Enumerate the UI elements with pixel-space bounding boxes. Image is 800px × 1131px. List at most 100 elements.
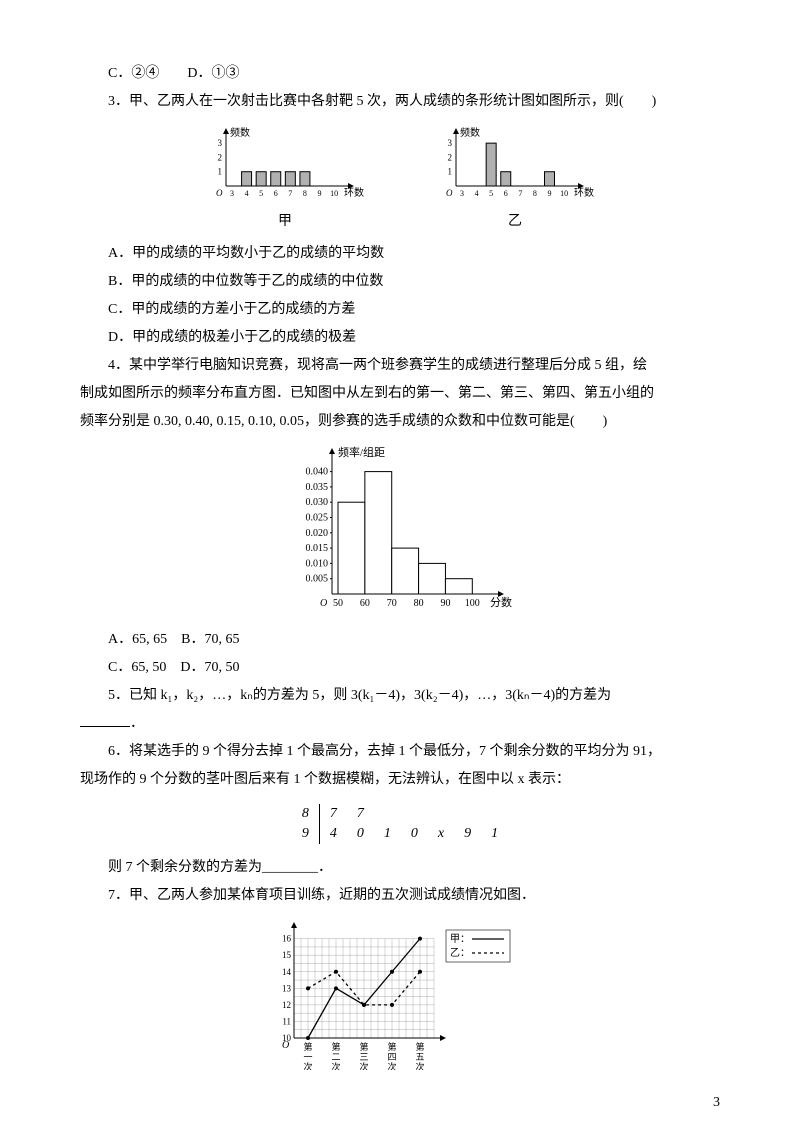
svg-text:0.030: 0.030 — [306, 497, 329, 508]
svg-text:次: 次 — [303, 1061, 312, 1070]
q7-linechart: 10111213141516第一次第二次第三次第四次第五次O甲：乙： — [80, 920, 720, 1070]
svg-text:第: 第 — [359, 1041, 368, 1052]
q3-label-yi: 乙 — [508, 210, 522, 230]
svg-text:50: 50 — [333, 598, 343, 609]
q3-stem: 3．甲、乙两人在一次射击比赛中各射靶 5 次，两人成绩的条形统计图如图所示，则(… — [80, 88, 720, 116]
q5-blank-line: ． — [80, 710, 720, 738]
svg-text:一: 一 — [303, 1052, 312, 1062]
q3-charts: 1 2 3 3 4 5 6 7 8 9 10 频数环数 O 甲 1 2 3 3 4 5 6 7 8 9 10 频数环数 O 乙 — [80, 126, 720, 230]
q3-d: D．甲的成绩的极差小于乙的成绩的极差 — [80, 324, 720, 352]
q6-tail: 则 7 个剩余分数的方差为________． — [80, 854, 720, 882]
svg-text:频数: 频数 — [460, 126, 480, 139]
q7-stem: 7．甲、乙两人参加某体育项目训练，近期的五次测试成绩情况如图． — [80, 882, 720, 910]
svg-text:5: 5 — [489, 189, 493, 198]
q4-a: A．65, 65 B．70, 65 — [80, 626, 720, 654]
svg-text:二: 二 — [331, 1052, 340, 1062]
histogram-chart: 0.005 0.010 0.015 0.020 0.025 0.030 0.035 0.040… — [280, 446, 520, 616]
svg-text:7: 7 — [288, 189, 292, 198]
svg-text:5: 5 — [259, 189, 263, 198]
q6-stem2: 现场作的 9 个分数的茎叶图后来有 1 个数据模糊，无法辨认，在图中以 x 表示… — [80, 766, 720, 794]
svg-text:甲：: 甲： — [450, 934, 470, 945]
svg-text:4: 4 — [475, 189, 479, 198]
svg-text:环数: 环数 — [344, 186, 364, 199]
q3-a: A．甲的成绩的平均数小于乙的成绩的平均数 — [80, 240, 720, 268]
svg-text:15: 15 — [282, 950, 292, 960]
svg-text:3: 3 — [230, 189, 234, 198]
q4-histogram: 0.005 0.010 0.015 0.020 0.025 0.030 0.035 0.040… — [80, 446, 720, 616]
svg-text:第: 第 — [415, 1041, 424, 1052]
svg-text:三: 三 — [359, 1052, 368, 1062]
svg-text:8: 8 — [533, 189, 537, 198]
q3-b: B．甲的成绩的中位数等于乙的成绩的中位数 — [80, 268, 720, 296]
q5-stem: 5．已知 k₁，k₂，…，kₙ的方差为 5，则 3(k₁－4)，3(k₂－4)，… — [80, 682, 720, 710]
svg-text:乙：: 乙： — [450, 947, 470, 959]
svg-text:第: 第 — [331, 1041, 340, 1052]
svg-text:80: 80 — [414, 598, 424, 609]
svg-text:环数: 环数 — [574, 186, 594, 199]
svg-text:1: 1 — [448, 167, 453, 177]
svg-text:五: 五 — [415, 1052, 424, 1062]
svg-text:6: 6 — [274, 189, 278, 198]
svg-text:10: 10 — [560, 189, 568, 198]
svg-text:7: 7 — [518, 189, 522, 198]
svg-text:次: 次 — [331, 1061, 340, 1070]
svg-text:12: 12 — [282, 1000, 291, 1010]
svg-text:O: O — [320, 598, 327, 609]
svg-text:次: 次 — [387, 1061, 396, 1070]
svg-text:6: 6 — [504, 189, 508, 198]
svg-text:70: 70 — [387, 598, 397, 609]
bar-chart-jia: 123345678910频数环数O — [200, 126, 370, 206]
svg-text:3: 3 — [448, 138, 453, 148]
svg-text:13: 13 — [282, 983, 292, 993]
svg-text:0.025: 0.025 — [306, 513, 329, 524]
svg-text:100: 100 — [465, 598, 480, 609]
svg-text:次: 次 — [415, 1061, 424, 1070]
svg-text:第: 第 — [387, 1041, 396, 1052]
page-number: 3 — [713, 1095, 720, 1111]
blank-field — [80, 712, 130, 727]
options-cd: C．②④ D．①③ — [80, 60, 720, 88]
stemleaf-table: 87794010x91 — [292, 804, 508, 844]
q4-stem1: 4．某中学举行电脑知识竞赛，现将高一两个班参赛学生的成绩进行整理后分成 5 组，… — [80, 352, 720, 380]
svg-text:次: 次 — [359, 1061, 368, 1070]
svg-text:8: 8 — [303, 189, 307, 198]
svg-text:四: 四 — [387, 1052, 396, 1062]
svg-text:O: O — [216, 188, 223, 198]
svg-text:2: 2 — [448, 152, 453, 162]
svg-text:60: 60 — [360, 598, 370, 609]
bar-chart-yi: 1 2 3 3 4 5 6 7 8 9 10 频数环数 O — [430, 126, 600, 206]
svg-text:0.015: 0.015 — [306, 543, 329, 554]
svg-text:分数: 分数 — [490, 596, 512, 609]
q4-c: C．65, 50 D．70, 50 — [80, 654, 720, 682]
svg-text:10: 10 — [330, 189, 338, 198]
svg-text:4: 4 — [245, 189, 249, 198]
q3-label-jia: 甲 — [278, 210, 292, 230]
svg-text:9: 9 — [547, 189, 551, 198]
svg-text:3: 3 — [218, 138, 223, 148]
q4-stem2: 制成如图所示的频率分布直方图．已知图中从左到右的第一、第二、第三、第四、第五小组… — [80, 380, 720, 408]
svg-text:11: 11 — [282, 1016, 291, 1026]
svg-text:0.010: 0.010 — [306, 558, 329, 569]
svg-text:频率/组距: 频率/组距 — [338, 446, 385, 459]
q3-c: C．甲的成绩的方差小于乙的成绩的方差 — [80, 296, 720, 324]
svg-text:第: 第 — [303, 1041, 312, 1052]
q3-chart-jia: 123345678910频数环数O 甲 — [200, 126, 370, 230]
q6-stem1: 6．将某选手的 9 个得分去掉 1 个最高分，去掉 1 个最低分，7 个剩余分数… — [80, 738, 720, 766]
svg-text:90: 90 — [440, 598, 450, 609]
line-chart: 10111213141516第一次第二次第三次第四次第五次O甲：乙： — [270, 920, 530, 1070]
svg-text:0.005: 0.005 — [306, 574, 329, 585]
svg-text:0.020: 0.020 — [306, 528, 329, 539]
svg-text:O: O — [446, 188, 453, 198]
svg-text:14: 14 — [282, 967, 292, 977]
svg-text:0.035: 0.035 — [306, 482, 329, 493]
q4-stem3: 频率分别是 0.30, 0.40, 0.15, 0.10, 0.05，则参赛的选… — [80, 408, 720, 436]
q5-text: 5．已知 k₁，k₂，…，kₙ的方差为 5，则 3(k₁－4)，3(k₂－4)，… — [108, 688, 611, 703]
svg-text:2: 2 — [218, 152, 223, 162]
q3-chart-yi: 1 2 3 3 4 5 6 7 8 9 10 频数环数 O 乙 — [430, 126, 600, 230]
q6-stemleaf: 87794010x91 — [80, 804, 720, 844]
svg-text:3: 3 — [460, 189, 464, 198]
svg-text:9: 9 — [317, 189, 321, 198]
svg-text:0.040: 0.040 — [306, 467, 329, 478]
svg-text:1: 1 — [218, 167, 223, 177]
svg-text:O: O — [282, 1040, 289, 1051]
